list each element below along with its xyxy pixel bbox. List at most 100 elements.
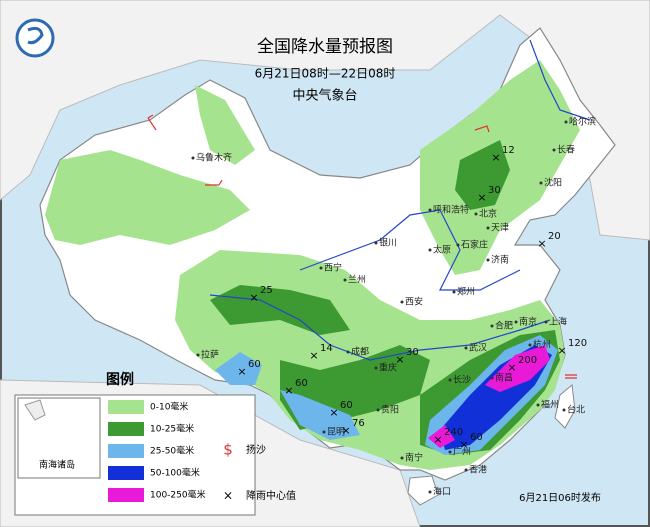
city-dot <box>562 408 566 412</box>
center-mark: × <box>537 237 546 250</box>
rain-center-value: 25 <box>260 285 273 296</box>
city-label: 福州 <box>541 399 559 411</box>
city-dot <box>552 148 556 152</box>
center-mark: × <box>309 349 318 362</box>
inset-label: 南海诸岛 <box>39 459 75 471</box>
city-label: 北京 <box>479 208 497 220</box>
legend-label: 100-250毫米 <box>150 489 206 501</box>
city-label: 哈尔滨 <box>569 116 596 128</box>
center-mark: × <box>395 353 404 366</box>
rain-center-value: 30 <box>488 185 501 196</box>
city-dot <box>346 350 350 354</box>
city-dot <box>191 156 195 160</box>
center-symbol: × <box>223 489 233 503</box>
city-label: 石家庄 <box>461 239 488 251</box>
city-label: 成都 <box>351 346 369 358</box>
period: 6月21日08时—22日08时 <box>255 67 396 81</box>
city-dot <box>490 376 494 380</box>
city-dot <box>464 346 468 350</box>
city-dot <box>474 212 478 216</box>
city-dot <box>374 241 378 245</box>
city-dot <box>428 208 432 212</box>
city-dot <box>196 353 200 357</box>
city-label: 长沙 <box>453 374 471 386</box>
center-mark: × <box>557 344 566 357</box>
city-label: 南昌 <box>495 372 513 384</box>
city-label: 济南 <box>491 254 509 266</box>
center-mark: × <box>284 384 293 397</box>
footer: 6月21日06时发布 <box>519 491 601 504</box>
city-dot <box>456 243 460 247</box>
rain-center-value: 60 <box>470 432 483 443</box>
legend-label: 0-10毫米 <box>150 401 188 413</box>
wind-barbs <box>147 114 577 379</box>
logo <box>15 18 55 58</box>
city-label: 长春 <box>557 144 575 156</box>
city-label: 广州 <box>453 446 471 458</box>
city-label: 海口 <box>433 486 451 498</box>
rain-center-value: 200 <box>518 355 537 366</box>
rain-center-value: 12 <box>502 145 515 156</box>
center-mark: × <box>249 291 258 304</box>
city-dot <box>400 456 404 460</box>
river <box>209 294 551 361</box>
rain-areas <box>45 60 580 470</box>
city-label: 乌鲁木齐 <box>196 152 232 164</box>
city-label: 兰州 <box>348 274 366 286</box>
center-mark: × <box>491 151 500 164</box>
city-dot <box>539 181 543 185</box>
city-label: 拉萨 <box>201 349 219 361</box>
river <box>529 39 591 121</box>
rain-center-value: 240 <box>444 427 463 438</box>
city-label: 太原 <box>433 244 451 256</box>
taiwan <box>554 384 576 429</box>
hainan <box>407 475 439 506</box>
city-dot <box>428 248 432 252</box>
city-label: 天津 <box>491 223 509 234</box>
legend-label: 25-50毫米 <box>150 445 194 457</box>
city-dot <box>343 278 347 282</box>
city-label: 台北 <box>567 404 585 416</box>
rain-25-50 <box>215 352 262 385</box>
rain-center-value: 20 <box>548 231 561 242</box>
legend-swatch <box>108 466 144 480</box>
legend-symbol: 扬沙 <box>246 443 266 456</box>
city-label: 上海 <box>549 316 567 328</box>
city-dot <box>376 408 380 412</box>
city-dot <box>400 300 404 304</box>
legend-label: 50-100毫米 <box>150 467 200 479</box>
legend-symbol: 降雨中心值 <box>246 489 296 502</box>
city-label: 银川 <box>379 237 397 249</box>
city-dot <box>464 468 468 472</box>
legend-swatch <box>108 444 144 458</box>
city-label: 郑州 <box>457 286 475 298</box>
city-label: 香港 <box>469 464 487 476</box>
rain-center-value: 60 <box>295 378 308 389</box>
river <box>299 209 521 291</box>
city-dot <box>490 324 494 328</box>
city-dot <box>428 490 432 494</box>
city-label: 杭州 <box>533 339 551 351</box>
city-label: 呼和浩特 <box>433 204 469 216</box>
center-mark: × <box>237 365 246 378</box>
city-dot <box>448 378 452 382</box>
legend-swatch <box>108 488 144 502</box>
rain-100-250 <box>485 345 550 392</box>
city-label: 西宁 <box>324 262 342 274</box>
city-dot <box>564 120 568 124</box>
city-dot <box>448 450 452 454</box>
neighbor-land <box>0 0 650 241</box>
inset-land <box>24 399 46 421</box>
city-dot <box>536 403 540 407</box>
center-mark: × <box>329 406 338 419</box>
rain-center-value: 60 <box>248 359 261 370</box>
rain-center-value: 60 <box>340 400 353 411</box>
city-dot <box>322 430 326 434</box>
logo <box>27 26 44 45</box>
center-mark: × <box>477 191 486 204</box>
legend-label: 10-25毫米 <box>150 423 194 435</box>
legend-title: 图例 <box>106 371 134 388</box>
title: 全国降水量预报图 <box>257 37 393 57</box>
city-label: 重庆 <box>379 362 397 374</box>
city-dot <box>452 290 456 294</box>
